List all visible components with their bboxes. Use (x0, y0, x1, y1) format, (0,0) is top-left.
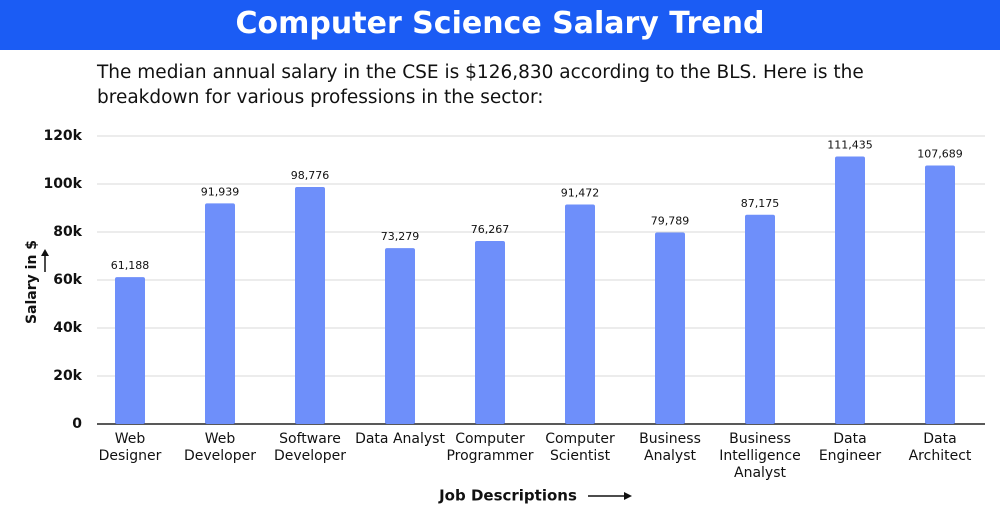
x-tick-label: Web Developer (183, 431, 256, 464)
data-label: 73,279 (381, 230, 420, 243)
data-label: 91,472 (561, 186, 600, 199)
x-tick-label: Data Engineer (818, 431, 882, 464)
y-arrow-head (41, 249, 49, 256)
data-label: 76,267 (471, 223, 510, 236)
bar (115, 277, 145, 424)
y-tick-label: 0 (72, 416, 82, 432)
bar (295, 186, 325, 424)
data-label: 107,689 (917, 148, 963, 161)
y-tick-label: 80k (53, 224, 82, 240)
y-tick-label: 20k (53, 368, 82, 384)
data-label: 111,435 (827, 139, 873, 152)
bar (385, 248, 415, 424)
data-label: 91,939 (201, 185, 240, 198)
x-tick-label: Business Intelligence Analyst (719, 431, 801, 481)
y-tick-label: 60k (53, 272, 82, 288)
x-tick-label: Computer Scientist (545, 431, 615, 464)
x-tick-label: Data Architect (908, 431, 972, 464)
x-axis-label: Job Descriptions (438, 487, 577, 505)
y-tick-label: 40k (53, 320, 82, 336)
bar (475, 240, 505, 424)
x-tick-label: Web Designer (98, 431, 162, 464)
x-tick-label: Business Analyst (639, 431, 701, 464)
subtitle: The median annual salary in the CSE is $… (97, 62, 864, 108)
x-arrow-head (624, 492, 632, 500)
bar (925, 165, 955, 425)
data-label: 79,789 (651, 215, 690, 228)
data-label: 87,175 (741, 197, 780, 210)
y-axis-label: Salary in $ (24, 240, 40, 324)
x-tick-label: Computer Programmer (446, 431, 534, 464)
bar (565, 204, 595, 424)
data-label: 61,188 (111, 259, 150, 272)
y-tick-label: 120k (43, 128, 82, 144)
bar (745, 214, 775, 424)
title-bar: Computer Science Salary Trend (0, 0, 1000, 50)
y-tick-label: 100k (43, 176, 82, 192)
chart-title: Computer Science Salary Trend (235, 6, 765, 41)
data-label: 98,776 (291, 169, 330, 182)
bar (205, 203, 235, 424)
bar (655, 232, 685, 424)
bar (835, 156, 865, 424)
x-tick-label: Software Developer (273, 431, 346, 464)
x-tick-label: Data Analyst (355, 431, 445, 447)
